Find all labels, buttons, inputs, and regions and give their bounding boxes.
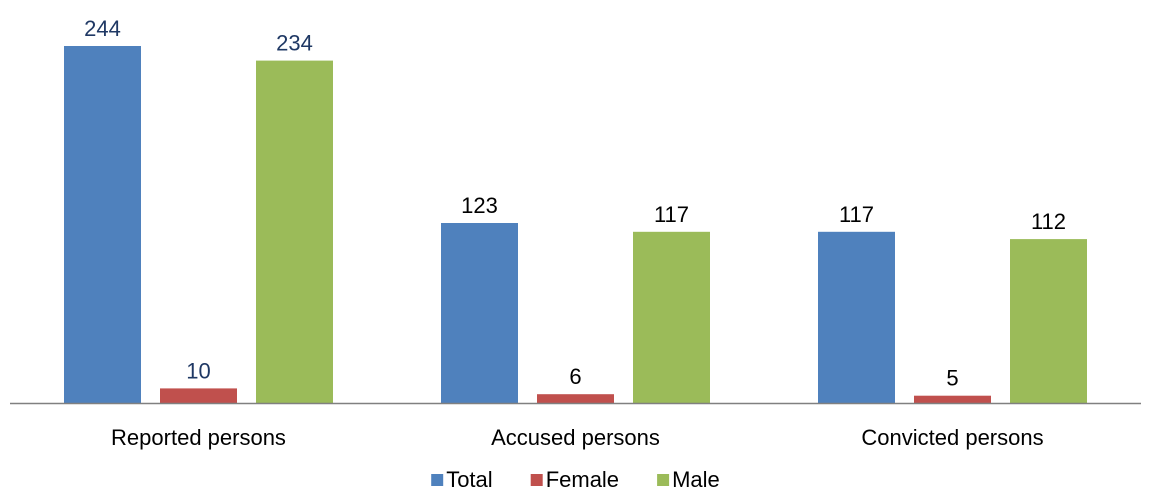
legend-swatch-total <box>431 474 444 486</box>
legend-item-total: Total <box>431 467 493 492</box>
category-label-convicted-persons: Convicted persons <box>861 425 1043 450</box>
data-label-reported-persons-total: 244 <box>84 16 121 41</box>
bar-convicted-persons-total <box>818 231 895 403</box>
legend-label-male: Male <box>672 467 720 492</box>
data-label-accused-persons-total: 123 <box>461 193 498 218</box>
data-label-convicted-persons-female: 5 <box>946 366 958 391</box>
legend-label-female: Female <box>546 467 619 492</box>
bar-convicted-persons-male <box>1010 239 1087 403</box>
bar-accused-persons-total <box>441 223 518 403</box>
bar-reported-persons-female <box>160 388 237 403</box>
bar-accused-persons-female <box>537 394 614 403</box>
data-label-accused-persons-male: 117 <box>654 202 689 227</box>
category-label-accused-persons: Accused persons <box>491 425 660 450</box>
legend-item-male: Male <box>657 467 720 492</box>
bar-reported-persons-total <box>64 46 141 403</box>
bar-accused-persons-male <box>633 231 710 403</box>
category-label-reported-persons: Reported persons <box>111 425 286 450</box>
data-label-reported-persons-male: 234 <box>276 31 313 56</box>
data-label-convicted-persons-total: 117 <box>839 202 874 227</box>
data-labels-layer: 244 10 234 123 6 117 117 5 112 <box>84 16 1066 391</box>
category-labels-layer: Reported persons Accused persons Convicted… <box>111 425 1044 450</box>
legend-label-total: Total <box>446 467 492 492</box>
bars-layer <box>64 46 1087 403</box>
data-label-accused-persons-female: 6 <box>569 364 581 389</box>
bar-reported-persons-male <box>256 60 333 403</box>
legend-swatch-female <box>530 474 543 486</box>
legend-item-female: Female <box>530 467 619 492</box>
data-label-reported-persons-female: 10 <box>186 358 210 383</box>
data-label-convicted-persons-male: 112 <box>1031 209 1066 234</box>
legend-swatch-male <box>657 474 670 486</box>
bar-convicted-persons-female <box>914 395 991 403</box>
legend: Total Female Male <box>431 467 720 492</box>
